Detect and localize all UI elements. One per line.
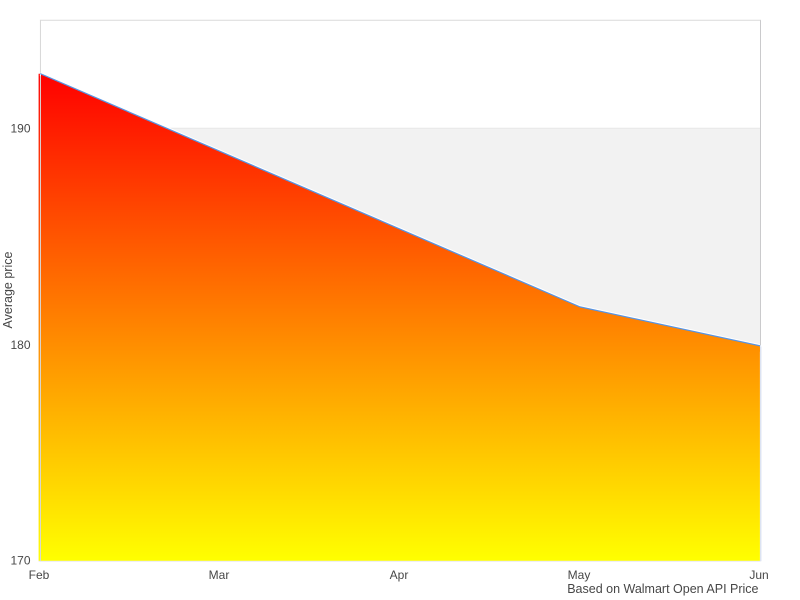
svg-text:180: 180 <box>10 338 30 352</box>
svg-text:Average price: Average price <box>1 252 15 329</box>
svg-text:Jun: Jun <box>749 568 768 582</box>
svg-text:190: 190 <box>10 122 30 136</box>
svg-text:170: 170 <box>10 553 30 567</box>
svg-text:Feb: Feb <box>29 568 50 582</box>
svg-text:Mar: Mar <box>209 568 230 582</box>
svg-text:May: May <box>568 568 591 582</box>
svg-text:Based on Walmart Open API Pric: Based on Walmart Open API Price <box>567 582 758 596</box>
svg-text:Apr: Apr <box>390 568 409 582</box>
